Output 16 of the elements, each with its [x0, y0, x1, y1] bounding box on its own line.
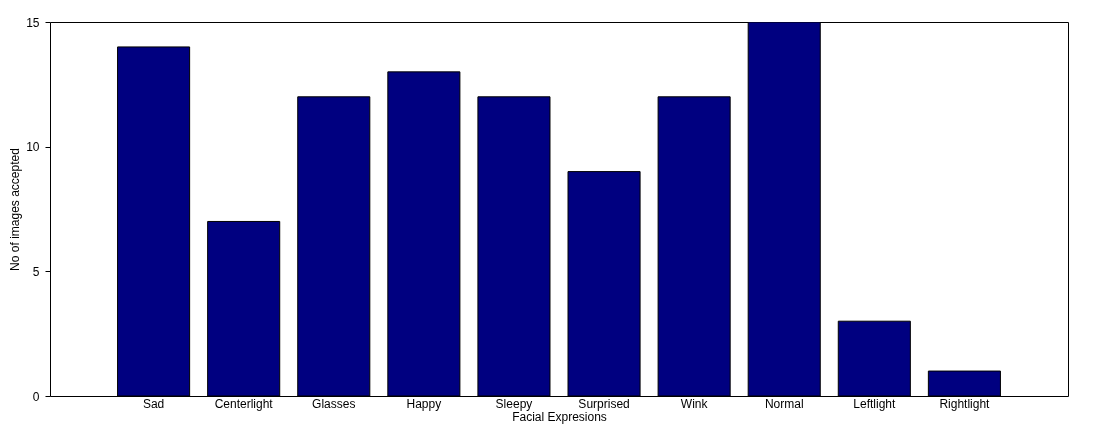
x-tick-label: Sleepy — [495, 396, 533, 411]
y-tick-label: 15 — [26, 15, 40, 30]
y-tick-label: 5 — [32, 264, 40, 279]
y-tick-label: 10 — [26, 140, 40, 155]
x-axis-title: Facial Expresions — [512, 409, 607, 424]
x-tick-label: Happy — [406, 396, 442, 411]
x-tick-label: Rightlight — [939, 396, 991, 411]
y-axis-title: No of images accepted — [8, 148, 23, 271]
x-tick-label: Glasses — [312, 396, 356, 411]
x-tick-label: Centerlight — [214, 396, 274, 411]
x-tick-label: Normal — [764, 396, 804, 411]
x-tick-label: Wink — [680, 396, 709, 411]
y-tick-label: 0 — [32, 389, 40, 404]
x-tick-label: Leftlight — [853, 396, 896, 411]
x-tick-label: Surprised — [578, 396, 630, 411]
x-tick-label: Sad — [142, 396, 165, 411]
